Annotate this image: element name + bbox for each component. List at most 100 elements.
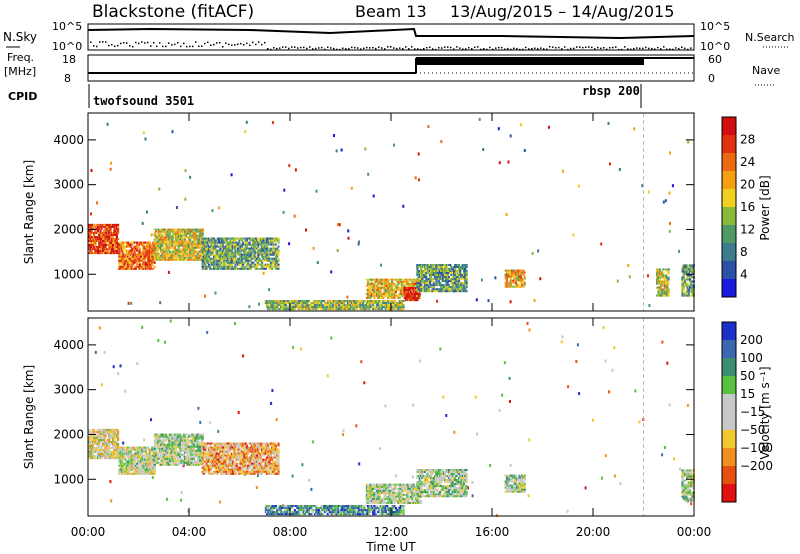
nsearch-point (603, 47, 605, 49)
range-cell (122, 253, 125, 256)
range-cell (661, 294, 664, 297)
range-cell (423, 272, 426, 274)
range-cell (148, 263, 151, 266)
range-cell (190, 435, 193, 438)
range-cell (201, 433, 204, 436)
range-cell (337, 223, 340, 227)
range-cell (435, 272, 438, 274)
range-cell (380, 294, 384, 297)
range-cell (245, 261, 248, 264)
range-cell (168, 246, 171, 249)
range-cell (528, 438, 531, 442)
range-cell (418, 296, 421, 299)
range-cell (661, 284, 664, 287)
range-cell (372, 300, 375, 302)
range-cell (122, 265, 125, 268)
range-cell (382, 296, 385, 299)
range-cell (162, 439, 165, 442)
range-cell (271, 121, 274, 125)
range-cell (406, 288, 409, 291)
range-cell (435, 278, 438, 281)
range-cell (320, 304, 323, 307)
range-cell (252, 245, 255, 248)
range-cell (186, 228, 189, 231)
range-cell (402, 300, 405, 302)
range-cell (377, 304, 380, 307)
range-cell (460, 276, 463, 279)
range-cell (149, 261, 153, 264)
range-cell (95, 248, 98, 251)
range-cell (119, 450, 122, 453)
range-cell (134, 247, 137, 250)
range-cell (687, 288, 690, 291)
range-cell (375, 300, 379, 302)
range-cell (98, 244, 101, 246)
range-cell (210, 263, 213, 266)
range-cell (358, 300, 361, 302)
range-cell (249, 243, 252, 246)
range-cell (100, 242, 103, 244)
range-cell (378, 300, 381, 302)
range-cell (185, 455, 188, 458)
range-cell (194, 435, 197, 438)
range-cell (153, 451, 156, 454)
range-cell (201, 267, 204, 270)
range-cell (163, 254, 166, 257)
range-cell (334, 306, 337, 309)
range-cell (407, 278, 410, 281)
range-cell (386, 306, 389, 309)
range-cell (138, 251, 141, 254)
range-cell (158, 234, 161, 237)
range-cell (382, 278, 385, 281)
range-cell (426, 288, 429, 291)
range-cell (211, 454, 214, 457)
range-cell (276, 247, 279, 250)
range-cell (418, 274, 421, 276)
range-cell (199, 459, 202, 462)
range-cell (138, 446, 141, 449)
range-cell (167, 248, 170, 251)
range-cell (199, 463, 202, 466)
range-cell (88, 244, 91, 246)
range-cell (132, 448, 135, 451)
range-cell (104, 455, 107, 458)
range-cell (196, 459, 199, 462)
range-cell (176, 433, 179, 436)
range-cell (518, 277, 521, 280)
range-cell (446, 276, 449, 279)
range-cell (431, 268, 434, 270)
range-cell (391, 292, 394, 295)
range-cell (463, 264, 466, 266)
range-cell (200, 240, 203, 243)
range-cell (189, 252, 192, 255)
range-cell (283, 188, 286, 192)
range-cell (450, 288, 453, 291)
range-cell (374, 308, 377, 311)
range-cell (417, 295, 420, 298)
range-cell (436, 272, 439, 274)
nsearch-point (159, 42, 161, 44)
range-cell (512, 281, 515, 284)
range-cell (191, 447, 194, 450)
range-cell (115, 236, 118, 238)
range-cell (108, 439, 111, 441)
range-cell (200, 455, 203, 458)
range-cell (690, 502, 693, 506)
range-cell (146, 460, 149, 463)
range-cell (115, 225, 118, 228)
range-cell (153, 256, 156, 259)
range-cell (196, 441, 199, 444)
range-cell (368, 288, 371, 291)
range-cell (114, 432, 117, 435)
range-cell (345, 308, 348, 311)
range-cell (401, 292, 404, 295)
range-cell (105, 223, 108, 226)
range-cell (435, 288, 438, 291)
range-cell (369, 282, 372, 285)
range-cell (392, 288, 395, 291)
range-cell (452, 272, 456, 274)
range-cell (189, 242, 192, 245)
range-cell (440, 284, 443, 287)
range-cell (286, 308, 289, 311)
range-cell (409, 295, 413, 298)
